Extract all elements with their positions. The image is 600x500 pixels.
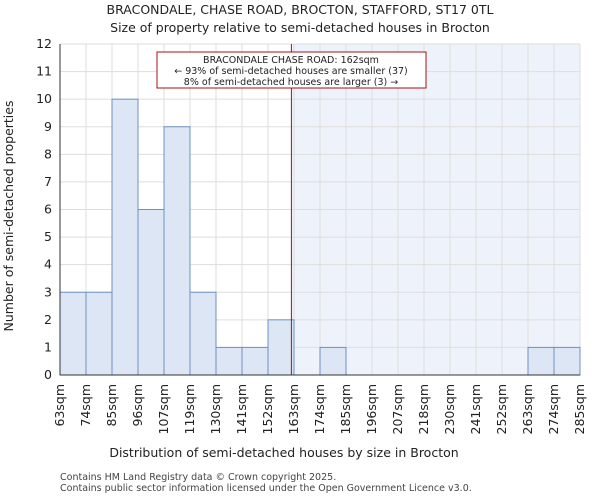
annotation-line-1: BRACONDALE CHASE ROAD: 162sqm (203, 55, 379, 66)
x-tick-group: 285sqm (572, 384, 587, 434)
x-tick-label: 252sqm (494, 384, 509, 434)
x-tick-group: 152sqm (260, 384, 275, 434)
x-tick-group: 241sqm (468, 384, 483, 434)
x-tick-group: 274sqm (546, 384, 561, 434)
histogram-bar (189, 291, 217, 376)
annotation-box (156, 51, 427, 89)
x-tick-group: 63sqm (52, 384, 67, 427)
y-tick-label: 5 (44, 229, 52, 244)
x-tick-group: 96sqm (130, 384, 145, 427)
histogram-bar (163, 126, 191, 376)
x-tick-label: 63sqm (52, 384, 67, 427)
x-tick-label: 174sqm (312, 384, 327, 434)
x-tick-group: 107sqm (156, 384, 171, 434)
x-tick-label: 241sqm (468, 384, 483, 434)
y-tick-label: 3 (44, 284, 52, 299)
x-tick-label: 218sqm (416, 384, 431, 434)
y-axis-title: Number of semi-detached properties (1, 101, 16, 332)
x-tick-group: 263sqm (520, 384, 535, 434)
x-tick-label: 85sqm (104, 384, 119, 427)
x-tick-group: 163sqm (286, 384, 301, 434)
x-tick-label: 274sqm (546, 384, 561, 434)
x-tick-group: 85sqm (104, 384, 119, 427)
x-tick-group: 196sqm (364, 384, 379, 434)
x-tick-label: 107sqm (156, 384, 171, 434)
x-tick-group: 130sqm (208, 384, 223, 434)
footer-line-2: Contains public sector information licen… (60, 483, 472, 494)
x-tick-label: 207sqm (390, 384, 405, 434)
histogram-bar (527, 346, 555, 376)
y-tick-label: 6 (44, 202, 52, 217)
x-tick-group: 207sqm (390, 384, 405, 434)
x-tick-label: 285sqm (572, 384, 587, 434)
y-tick-label: 8 (44, 146, 52, 161)
x-tick-group: 252sqm (494, 384, 509, 434)
x-tick-group: 174sqm (312, 384, 327, 434)
x-tick-label: 230sqm (442, 384, 457, 434)
footer-line-1: Contains HM Land Registry data © Crown c… (60, 472, 337, 483)
x-tick-label: 263sqm (520, 384, 535, 434)
x-axis-title: Distribution of semi-detached houses by … (109, 445, 458, 460)
x-tick-group: 185sqm (338, 384, 353, 434)
y-tick-label: 7 (44, 174, 52, 189)
x-tick-group: 119sqm (182, 384, 197, 434)
histogram-bar (215, 346, 243, 376)
x-tick-label: 74sqm (78, 384, 93, 427)
y-tick-label: 2 (44, 312, 52, 327)
x-tick-group: 141sqm (234, 384, 249, 434)
x-tick-label: 152sqm (260, 384, 275, 434)
y-tick-label: 4 (44, 257, 52, 272)
x-tick-label: 130sqm (208, 384, 223, 434)
histogram-bar (59, 291, 87, 376)
x-tick-label: 185sqm (338, 384, 353, 434)
histogram-bar (553, 346, 581, 376)
x-tick-label: 141sqm (234, 384, 249, 434)
y-tick-label: 1 (44, 339, 52, 354)
x-tick-label: 196sqm (364, 384, 379, 434)
y-tick-label: 0 (44, 367, 52, 382)
annotation-line-2: ← 93% of semi-detached houses are smalle… (174, 66, 408, 77)
histogram-bar (111, 98, 139, 376)
y-tick-label: 12 (36, 36, 52, 51)
histogram-bar (319, 346, 347, 376)
chart-subtitle: Size of property relative to semi-detach… (110, 20, 490, 35)
histogram-bar (137, 209, 165, 376)
x-tick-label: 163sqm (286, 384, 301, 434)
y-tick-label: 9 (44, 119, 52, 134)
x-tick-group: 230sqm (442, 384, 457, 434)
x-tick-group: 74sqm (78, 384, 93, 427)
histogram-bar (241, 346, 269, 376)
histogram-bar (267, 319, 295, 376)
x-tick-label: 119sqm (182, 384, 197, 434)
y-tick-label: 10 (36, 91, 52, 106)
histogram-bar (85, 291, 113, 376)
x-tick-label: 96sqm (130, 384, 145, 427)
x-tick-group: 218sqm (416, 384, 431, 434)
chart-title: BRACONDALE, CHASE ROAD, BROCTON, STAFFOR… (106, 2, 494, 17)
y-tick-label: 11 (36, 64, 52, 79)
annotation-line-3: 8% of semi-detached houses are larger (3… (184, 77, 398, 88)
